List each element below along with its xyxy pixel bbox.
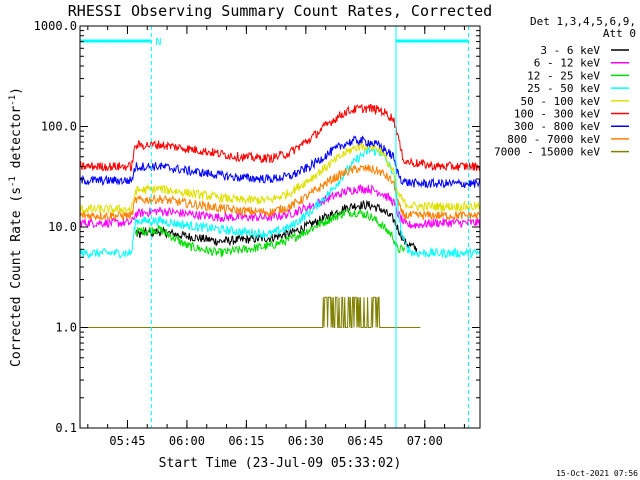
- legend-label: 50 - 100 keV: [521, 95, 601, 108]
- night-bar-label: N: [155, 37, 161, 48]
- series-line: [79, 147, 481, 260]
- x-tick-label: 05:45: [109, 434, 145, 448]
- series-line: [79, 135, 481, 189]
- chart-title: RHESSI Observing Summary Count Rates, Co…: [68, 2, 492, 20]
- marker-layer: N: [79, 26, 470, 428]
- x-axis-label: Start Time (23-Jul-09 05:33:02): [159, 456, 402, 471]
- footer-date: 15-Oct-2021 07:56: [556, 469, 638, 478]
- legend-label: 7000 - 15000 keV: [494, 146, 600, 159]
- series-layer: [79, 103, 481, 328]
- legend-label: 800 - 7000 keV: [507, 133, 600, 146]
- y-axis-label-sup1: -1: [8, 176, 18, 187]
- y-axis-label: Corrected Count Rate (s-1 detector-1): [8, 87, 24, 367]
- legend-label: 3 - 6 keV: [540, 44, 600, 57]
- legend-label: 100 - 300 keV: [514, 108, 600, 121]
- x-tick-label: 06:00: [169, 434, 205, 448]
- y-axis-label-sup2: -1: [8, 95, 18, 106]
- x-tick-label: 06:45: [347, 434, 383, 448]
- x-tick-label: 06:30: [288, 434, 324, 448]
- legend-header-1: Det 1,3,4,5,6,9,: [530, 15, 636, 28]
- series-line: [80, 296, 421, 328]
- y-axis-label-mid: detector: [9, 106, 24, 177]
- series-line: [79, 141, 481, 215]
- legend-label: 6 - 12 keV: [534, 57, 601, 70]
- y-tick-label: 10.0: [48, 220, 77, 234]
- series-line: [79, 164, 480, 222]
- legend-header-2: Att 0: [603, 27, 636, 40]
- x-axis: 05:45 06:00 06:15 06:30 06:45 07:00: [87, 26, 465, 448]
- plot-area: N: [79, 25, 481, 429]
- series-line: [135, 199, 418, 253]
- y-tick-label: 1000.0: [34, 19, 77, 33]
- y-tick-label: 1.0: [55, 321, 77, 335]
- series-line: [79, 103, 481, 172]
- legend-label: 12 - 25 keV: [527, 69, 600, 82]
- y-tick-label: 0.1: [55, 421, 77, 435]
- x-tick-label: 06:15: [228, 434, 264, 448]
- y-tick-label: 100.0: [41, 120, 77, 134]
- plot-frame: [79, 25, 481, 429]
- legend-label: 25 - 50 keV: [527, 82, 600, 95]
- series-line: [79, 183, 481, 229]
- y-axis: 1000.0 100.0 10.0 1.0 0.1: [34, 19, 480, 435]
- x-tick-label: 07:00: [407, 434, 443, 448]
- series-line: [135, 207, 406, 258]
- y-axis-label-end: ): [9, 87, 24, 95]
- legend-label: 300 - 800 keV: [514, 120, 600, 133]
- y-axis-label-main: Corrected Count Rate (s: [9, 187, 24, 367]
